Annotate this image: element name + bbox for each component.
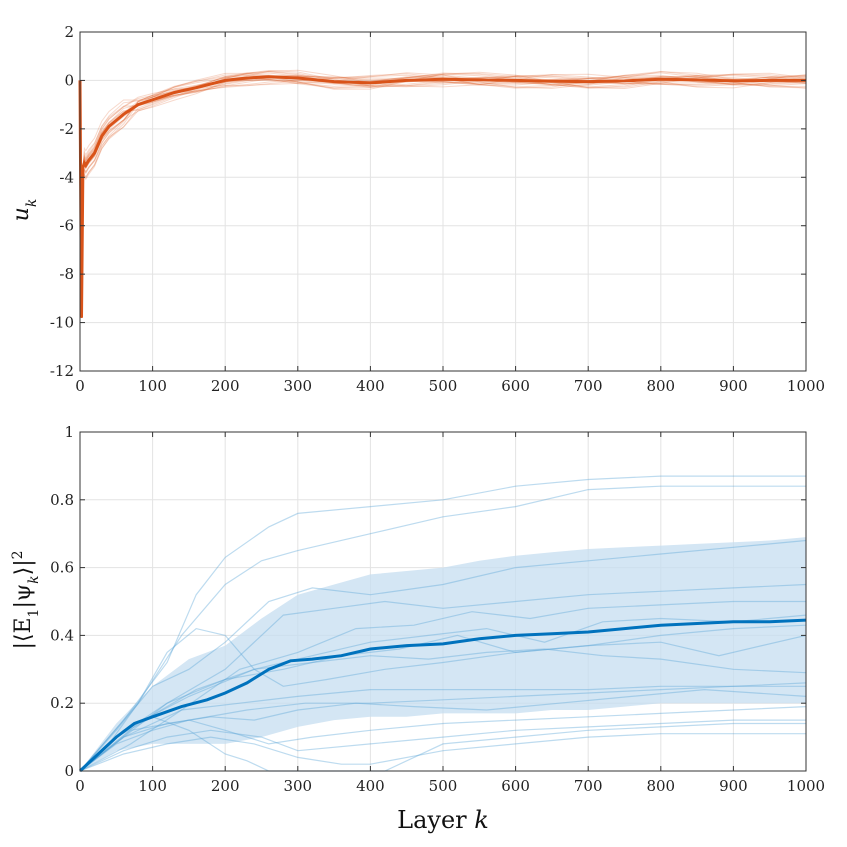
top-xtick-label: 300 (283, 377, 312, 395)
bottom-run-line (79, 614, 807, 772)
top-run-line (79, 75, 807, 318)
bottom-run-line (79, 719, 806, 772)
top-panel: 0 100 200 300 400 500 600 700 800 900 1000 -12 -10 -8… (50, 23, 825, 395)
top-mean-line (78, 75, 806, 318)
top-ytick-label: 0 (64, 71, 74, 89)
top-ytick-label: -4 (59, 168, 74, 186)
bottom-run-line (79, 648, 807, 772)
top-xtick-label: 400 (356, 377, 385, 395)
bottom-run-line (79, 634, 807, 772)
top-xtick-label: 0 (75, 377, 85, 395)
top-run-line (79, 72, 806, 318)
bottom-xtick-label: 900 (719, 777, 748, 795)
bottom-run-line (79, 685, 806, 772)
bottom-xtick-label: 300 (283, 777, 312, 795)
bottom-panel: 0 100 200 300 400 500 600 700 800 900 1000 0 0.2 0.4 0… (50, 423, 825, 795)
bottom-run-line (79, 600, 806, 772)
top-xtick-label: 800 (646, 377, 675, 395)
top-xtick-label: 200 (211, 377, 240, 395)
top-xtick-label: 100 (138, 377, 167, 395)
bottom-ytick-label: 0.6 (50, 559, 74, 577)
bottom-xtick-label: 0 (75, 777, 85, 795)
bottom-run-line (79, 733, 806, 772)
bottom-xtick-label: 400 (356, 777, 385, 795)
bottom-ytick-label: 0.2 (50, 694, 74, 712)
bottom-ytick-label: 0.8 (50, 491, 74, 509)
bottom-run-line (79, 583, 807, 772)
top-ylabel: uk (9, 199, 40, 222)
top-run-line (79, 74, 807, 318)
top-ytick-label: 2 (64, 23, 74, 41)
bottom-run-line (79, 706, 807, 772)
bottom-xtick-label: 200 (211, 777, 240, 795)
bottom-xtick-label: 500 (429, 777, 458, 795)
bottom-xtick-label: 1000 (787, 777, 825, 795)
top-xtick-label: 600 (501, 377, 530, 395)
bottom-run-line (79, 688, 807, 772)
top-xtick-label: 1000 (787, 377, 825, 395)
top-ytick-label: -8 (59, 265, 74, 283)
top-run-line (79, 69, 807, 318)
top-ytick-label: -12 (50, 362, 74, 380)
top-run-line (79, 72, 807, 318)
bottom-mean-line (78, 618, 807, 773)
bottom-xtick-label: 600 (501, 777, 530, 795)
bottom-ytick-label: 0 (64, 762, 74, 780)
top-run-line (79, 70, 807, 318)
top-xtick-label: 900 (719, 377, 748, 395)
bottom-ytick-label: 1 (64, 423, 74, 441)
bottom-ytick-label: 0.4 (50, 626, 74, 644)
top-ytick-label: -6 (59, 217, 74, 235)
bottom-xlabel: Layer k (397, 806, 489, 834)
top-run-line (79, 71, 807, 318)
bottom-run-line (79, 624, 807, 772)
top-xtick-label: 500 (429, 377, 458, 395)
bottom-run-line (79, 539, 807, 772)
bottom-run-line (79, 485, 806, 772)
bottom-xtick-label: 700 (574, 777, 603, 795)
top-ytick-label: -2 (59, 120, 74, 138)
top-xtick-label: 700 (574, 377, 603, 395)
top-ytick-label: -10 (50, 314, 74, 332)
bottom-run-line (79, 475, 806, 772)
bottom-xtick-label: 100 (138, 777, 167, 795)
top-run-line (79, 71, 807, 318)
bottom-ylabel: |⟨E1|ψk⟩|2 (10, 550, 42, 649)
bottom-std-band (80, 537, 806, 771)
top-run-line (79, 74, 807, 318)
bottom-run-line (79, 682, 807, 772)
bottom-xtick-label: 800 (646, 777, 675, 795)
